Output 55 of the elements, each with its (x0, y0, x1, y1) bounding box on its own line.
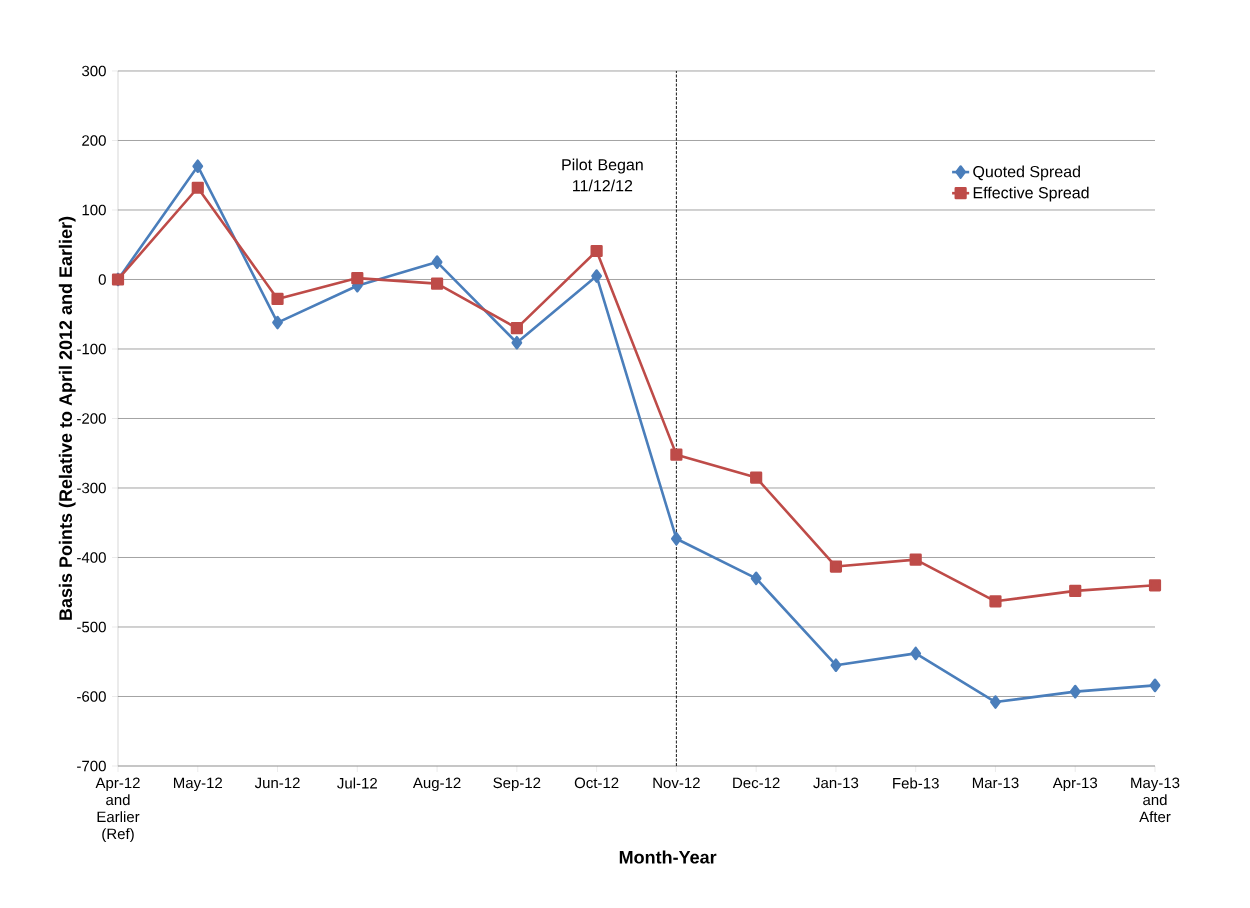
x-tick-label: Aug-12 (412, 777, 461, 792)
point (510, 322, 523, 335)
x-tick-label: Oct-12 (574, 777, 619, 789)
point (989, 595, 1002, 608)
point (591, 269, 603, 283)
point (272, 315, 283, 330)
x-tick-label: May-12 (173, 777, 223, 792)
x-tick-label: Mar-13 (972, 777, 1019, 789)
y-tick-label: -100 (77, 343, 106, 355)
x-tick-label: Apr-12 and Earlier (Ref) (95, 777, 140, 843)
point (430, 277, 444, 290)
y-axis-title: Basis Points (Relative to April 2012 and Earlier) (58, 216, 76, 620)
point (830, 658, 842, 673)
point (351, 272, 364, 285)
y-tick-label: -600 (77, 691, 106, 702)
point (192, 159, 204, 173)
point (431, 255, 443, 269)
y-tick-label: 0 (98, 274, 106, 285)
y-tick-label: -200 (77, 413, 106, 424)
point (909, 553, 922, 566)
x-axis-title: Month-Year (619, 850, 717, 864)
x-tick-label: Sep-12 (493, 777, 541, 792)
legend-label: Quoted Spread (973, 165, 1080, 181)
x-tick-label: Feb-13 (893, 777, 939, 789)
point (670, 531, 682, 546)
point (1069, 584, 1082, 597)
point (990, 695, 1001, 709)
y-tick-label: 200 (82, 135, 106, 146)
point (511, 335, 523, 350)
point (1148, 579, 1162, 592)
x-tick-label: May-13 and After (1131, 777, 1180, 823)
y-tick-label: -700 (77, 760, 106, 772)
x-tick-label: Jan-13 (813, 777, 859, 789)
y-tick-label: 100 (82, 204, 106, 216)
point (1149, 678, 1161, 693)
point (1069, 684, 1081, 699)
x-tick-label: Jun-12 (254, 777, 300, 789)
point (829, 560, 843, 573)
y-tick-label: -400 (77, 552, 106, 563)
legend-label: Effective Spread (973, 186, 1089, 202)
y-tick-label: -500 (77, 621, 106, 633)
x-tick-label: Apr-13 (1052, 777, 1098, 792)
point (750, 471, 763, 484)
x-tick-label: Dec-12 (733, 777, 780, 789)
y-tick-label: -300 (77, 482, 106, 494)
y-tick-label: 300 (82, 65, 106, 77)
x-tick-label: Nov-12 (653, 777, 700, 789)
point (191, 181, 204, 194)
ref-line-label: Pilot Began 11/12/12 (562, 158, 643, 192)
point (590, 244, 603, 258)
point (910, 646, 922, 661)
point (271, 292, 284, 306)
point (670, 448, 683, 461)
point (750, 571, 762, 586)
x-tick-label: Jul-12 (337, 777, 377, 789)
